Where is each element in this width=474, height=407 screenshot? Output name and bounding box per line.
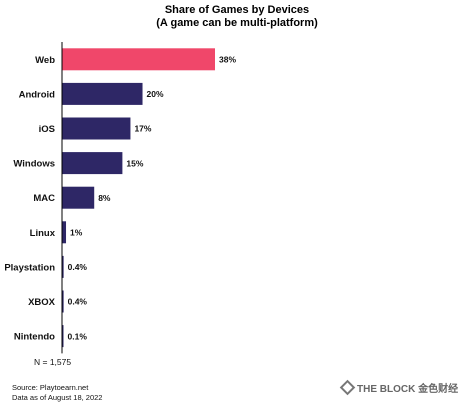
- category-label: MAC: [33, 193, 55, 204]
- category-label: Windows: [13, 159, 55, 170]
- source-line: Source: Playtoearn.net: [12, 383, 89, 392]
- value-label: 17%: [134, 124, 151, 134]
- chart-title-block: Share of Games by Devices (A game can be…: [0, 4, 474, 30]
- value-label: 1%: [70, 228, 83, 238]
- bar-xbox: [62, 290, 64, 313]
- bar-ios: [62, 117, 131, 140]
- category-label: Playstation: [4, 262, 55, 273]
- bar-mac: [62, 186, 95, 209]
- bar-playstation: [62, 255, 64, 278]
- watermark-text: THE BLOCK 金色财经: [357, 384, 459, 395]
- bar-nintendo: [62, 325, 64, 348]
- category-label: iOS: [39, 124, 55, 135]
- chart-subtitle: (A game can be multi-platform): [156, 17, 318, 29]
- value-label: 15%: [126, 158, 143, 168]
- value-label: 0.4%: [68, 297, 88, 307]
- category-label: Nintendo: [14, 332, 55, 343]
- category-label: XBOX: [28, 297, 56, 308]
- bar-linux: [62, 221, 67, 244]
- logo-icon: [339, 379, 356, 396]
- bar-android: [62, 82, 143, 105]
- watermark: THE BLOCK 金色财经: [339, 379, 459, 396]
- category-label: Web: [35, 55, 55, 66]
- sample-size-note: N = 1,575: [34, 357, 72, 367]
- value-label: 38%: [219, 55, 236, 65]
- bar-web: [62, 48, 215, 71]
- bar-windows: [62, 152, 123, 175]
- data-date-line: Data as of August 18, 2022: [12, 393, 103, 402]
- value-label: 8%: [98, 193, 111, 203]
- bars-layer: Web 38% Android 20% iOS 17% Windows 15% MAC 8% Lin…: [4, 48, 236, 348]
- category-label: Linux: [30, 228, 56, 239]
- source-block: Source: Playtoearn.net Data as of August…: [12, 383, 102, 403]
- chart-title: Share of Games by Devices: [164, 4, 310, 16]
- category-label: Android: [19, 89, 56, 100]
- value-label: 0.4%: [68, 262, 88, 272]
- value-label: 0.1%: [68, 331, 88, 341]
- value-label: 20%: [147, 89, 164, 99]
